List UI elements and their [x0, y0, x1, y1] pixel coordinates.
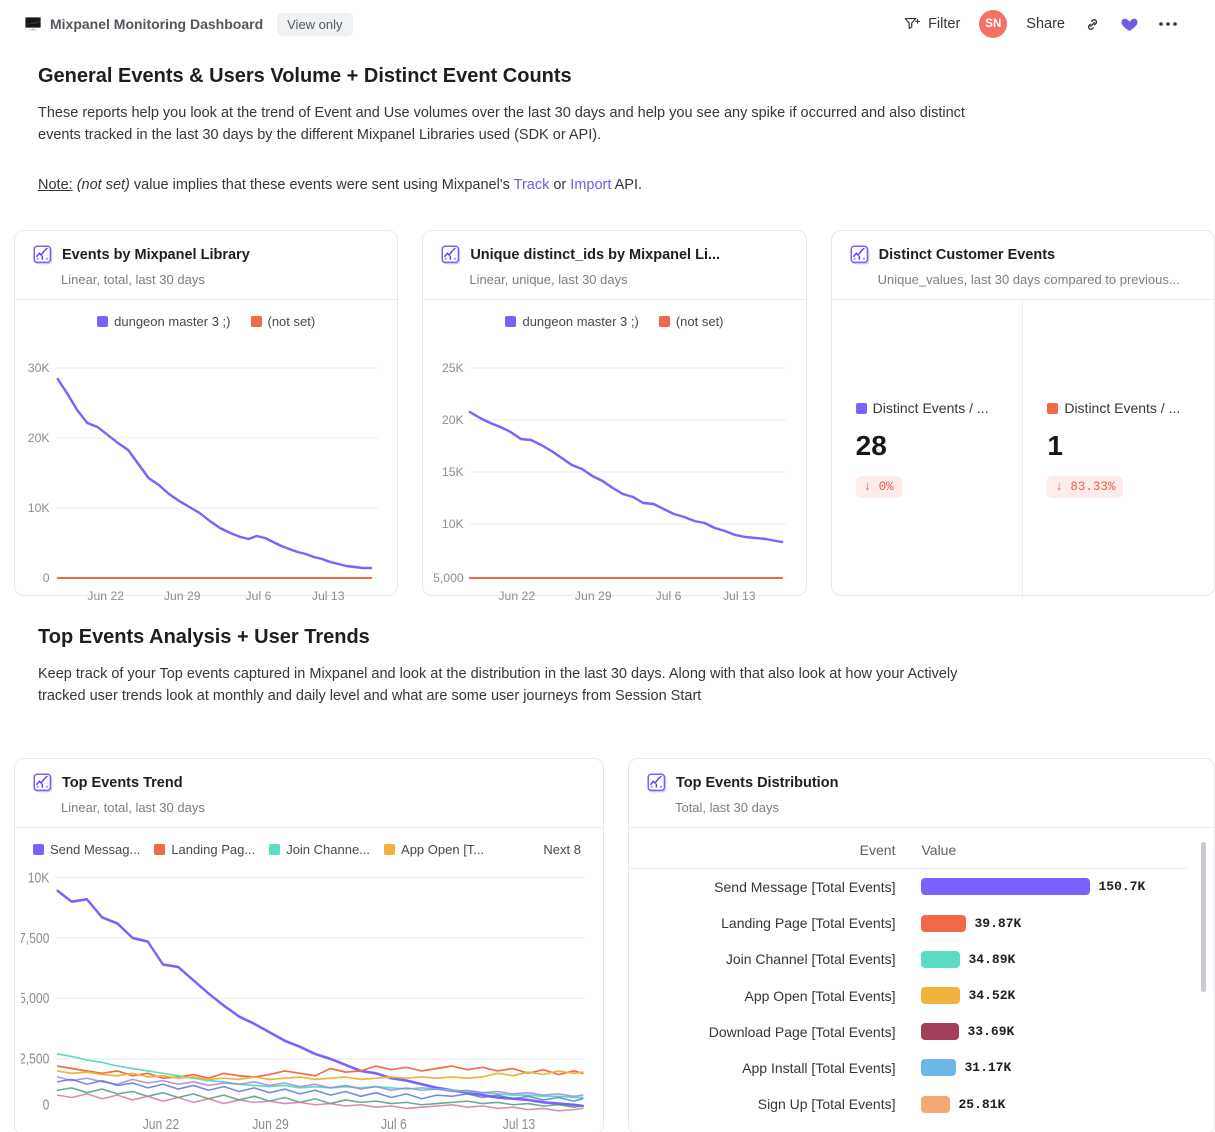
svg-text:Jul 6: Jul 6 — [381, 1116, 407, 1132]
svg-text:Jun 29: Jun 29 — [252, 1116, 289, 1132]
svg-text:Jun 29: Jun 29 — [164, 589, 201, 603]
svg-text:Jul 13: Jul 13 — [312, 589, 345, 603]
svg-text:Jun 22: Jun 22 — [499, 589, 536, 603]
svg-text:Jun 22: Jun 22 — [143, 1116, 180, 1132]
svg-text:2,500: 2,500 — [21, 1051, 49, 1067]
svg-text:Jul 6: Jul 6 — [656, 589, 682, 603]
svg-text:Jun 22: Jun 22 — [87, 589, 124, 603]
svg-text:5,000: 5,000 — [433, 571, 464, 585]
svg-text:10K: 10K — [28, 869, 50, 885]
svg-text:5,000: 5,000 — [21, 990, 49, 1006]
svg-text:0: 0 — [43, 571, 50, 585]
svg-text:Jun 29: Jun 29 — [575, 589, 612, 603]
svg-text:Jul 13: Jul 13 — [503, 1116, 535, 1132]
svg-text:0: 0 — [43, 1096, 50, 1112]
svg-text:20K: 20K — [28, 431, 50, 445]
svg-text:30K: 30K — [28, 361, 50, 375]
svg-text:Jul 13: Jul 13 — [723, 589, 756, 603]
svg-text:15K: 15K — [442, 465, 464, 479]
svg-text:7,500: 7,500 — [21, 930, 49, 946]
svg-text:10K: 10K — [28, 501, 50, 515]
svg-text:10K: 10K — [442, 517, 464, 531]
svg-text:Jul 6: Jul 6 — [246, 589, 272, 603]
svg-text:20K: 20K — [442, 413, 464, 427]
svg-text:25K: 25K — [442, 361, 464, 375]
